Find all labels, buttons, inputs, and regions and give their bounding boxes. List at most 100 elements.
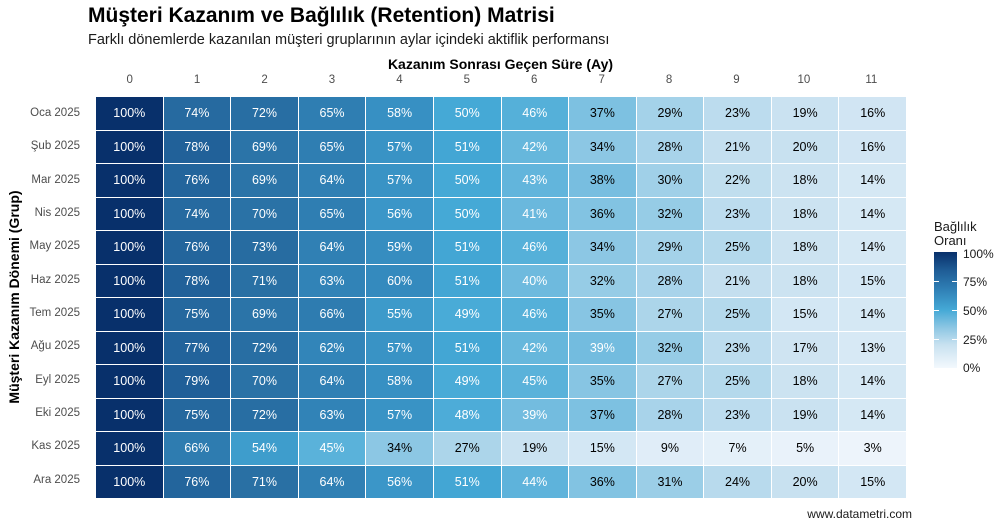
heatmap-cell: 100% xyxy=(96,130,163,163)
y-tick-label: Kas 2025 xyxy=(31,440,80,453)
heatmap-cell: 70% xyxy=(231,365,298,398)
heatmap-cell: 100% xyxy=(96,365,163,398)
heatmap-cell: 75% xyxy=(163,298,231,331)
heatmap-cell: 79% xyxy=(163,365,231,398)
x-tick-label: 4 xyxy=(396,74,403,86)
heatmap-cell: 29% xyxy=(636,97,704,130)
heatmap-cell: 76% xyxy=(163,164,231,197)
heatmap-cell: 65% xyxy=(298,197,366,230)
heatmap-cell: 73% xyxy=(231,231,298,264)
heatmap-cell: 58% xyxy=(366,365,433,398)
x-tick-label: 3 xyxy=(328,74,336,86)
heatmap-cell: 48% xyxy=(433,398,501,431)
heatmap-cell: 35% xyxy=(569,298,636,331)
y-tick-label: Eki 2025 xyxy=(35,406,80,419)
heatmap-cell: 23% xyxy=(704,197,771,230)
heatmap-cell: 9% xyxy=(636,432,704,465)
y-tick-label: May 2025 xyxy=(29,240,80,253)
heatmap-cell: 20% xyxy=(771,130,839,163)
heatmap-cell: 44% xyxy=(501,465,569,498)
legend-title-line2: Oranı xyxy=(934,233,967,248)
heatmap-cell: 27% xyxy=(433,432,501,465)
x-tick-label: 1 xyxy=(193,74,201,86)
heatmap-cell: 15% xyxy=(569,432,636,465)
x-axis-label: Kazanım Sonrası Geçen Süre (Ay) xyxy=(387,56,614,72)
heatmap-cell: 74% xyxy=(163,197,231,230)
heatmap-cell: 45% xyxy=(501,365,569,398)
y-tick-label: Mar 2025 xyxy=(31,173,80,186)
heatmap-cell: 27% xyxy=(636,365,704,398)
heatmap-cell: 3% xyxy=(839,432,906,465)
heatmap-cell: 19% xyxy=(771,97,839,130)
heatmap-cell: 65% xyxy=(298,97,366,130)
heatmap-cell: 59% xyxy=(366,231,433,264)
heatmap-cell: 100% xyxy=(96,197,163,230)
color-legend: Bağlılık Oranı 100% 75% 50% 25% 0% xyxy=(934,219,1005,375)
heatmap-cell: 57% xyxy=(366,130,433,163)
heatmap-cell: 72% xyxy=(231,331,298,364)
heatmap-cell: 38% xyxy=(569,164,636,197)
heatmap-cell: 54% xyxy=(231,432,298,465)
heatmap-cell: 28% xyxy=(636,264,704,297)
heatmap-cell: 42% xyxy=(501,331,569,364)
heatmap-cell: 100% xyxy=(96,164,163,197)
heatmap-cell: 42% xyxy=(501,130,569,163)
heatmap-cell: 100% xyxy=(96,264,163,297)
heatmap-cell: 45% xyxy=(298,432,366,465)
heatmap-cell: 100% xyxy=(96,465,163,498)
heatmap-cell: 64% xyxy=(298,164,366,197)
heatmap-cell: 27% xyxy=(636,298,704,331)
heatmap-cell: 15% xyxy=(839,465,906,498)
heatmap-cell: 34% xyxy=(569,231,636,264)
heatmap-cell: 15% xyxy=(771,298,839,331)
heatmap-cell: 71% xyxy=(231,465,298,498)
heatmap-cell: 5% xyxy=(771,432,839,465)
heatmap-cell: 14% xyxy=(839,197,906,230)
heatmap-cell: 50% xyxy=(433,164,501,197)
heatmap-cell: 20% xyxy=(771,465,839,498)
heatmap-cell: 60% xyxy=(366,264,433,297)
heatmap-cell: 18% xyxy=(771,197,839,230)
heatmap-cell: 16% xyxy=(839,130,906,163)
y-tick-label: Oca 2025 xyxy=(30,107,80,119)
heatmap-cell: 66% xyxy=(163,432,231,465)
heatmap-cell: 63% xyxy=(298,264,366,297)
heatmap-cell: 7% xyxy=(704,432,771,465)
heatmap-cell: 28% xyxy=(636,130,704,163)
heatmap-cell: 64% xyxy=(298,465,366,498)
heatmap-cell: 72% xyxy=(231,97,298,130)
y-tick-label: Ağu 2025 xyxy=(30,340,80,353)
heatmap-cell: 32% xyxy=(636,197,704,230)
heatmap-cell: 15% xyxy=(839,264,906,297)
legend-colorbar xyxy=(934,252,957,368)
heatmap-cell: 100% xyxy=(96,231,163,264)
heatmap-cell: 58% xyxy=(366,97,433,130)
heatmap-cell: 63% xyxy=(298,398,366,431)
chart-subtitle: Farklı dönemlerde kazanılan müşteri grup… xyxy=(88,32,610,48)
heatmap-cell: 14% xyxy=(839,298,906,331)
heatmap-cell: 46% xyxy=(501,298,569,331)
heatmap-cell: 17% xyxy=(771,331,839,364)
heatmap-cell: 49% xyxy=(433,365,501,398)
legend-title-line1: Bağlılık xyxy=(934,219,977,234)
heatmap-cell: 51% xyxy=(433,130,501,163)
source-caption: www.datametri.com xyxy=(807,507,912,521)
legend-colorbar-container: 100% 75% 50% 25% 0% xyxy=(934,247,1005,375)
heatmap-cell: 34% xyxy=(569,130,636,163)
heatmap-cell: 36% xyxy=(569,197,636,230)
heatmap-cell: 51% xyxy=(433,331,501,364)
legend-label-100: 100% xyxy=(963,247,994,261)
heatmap-cell: 18% xyxy=(771,231,839,264)
heatmap-cell: 32% xyxy=(569,264,636,297)
x-tick-label: 7 xyxy=(598,74,605,86)
heatmap-cell: 22% xyxy=(704,164,771,197)
heatmap-cell: 78% xyxy=(163,130,231,163)
heatmap-cell: 21% xyxy=(704,264,771,297)
heatmap-cell: 100% xyxy=(96,331,163,364)
heatmap-cell: 23% xyxy=(704,97,771,130)
heatmap-cell: 75% xyxy=(163,398,231,431)
heatmap-cell: 25% xyxy=(704,365,771,398)
heatmap-cell: 29% xyxy=(636,231,704,264)
y-tick-label: Haz 2025 xyxy=(30,273,80,286)
legend-label-75: 75% xyxy=(963,275,988,289)
